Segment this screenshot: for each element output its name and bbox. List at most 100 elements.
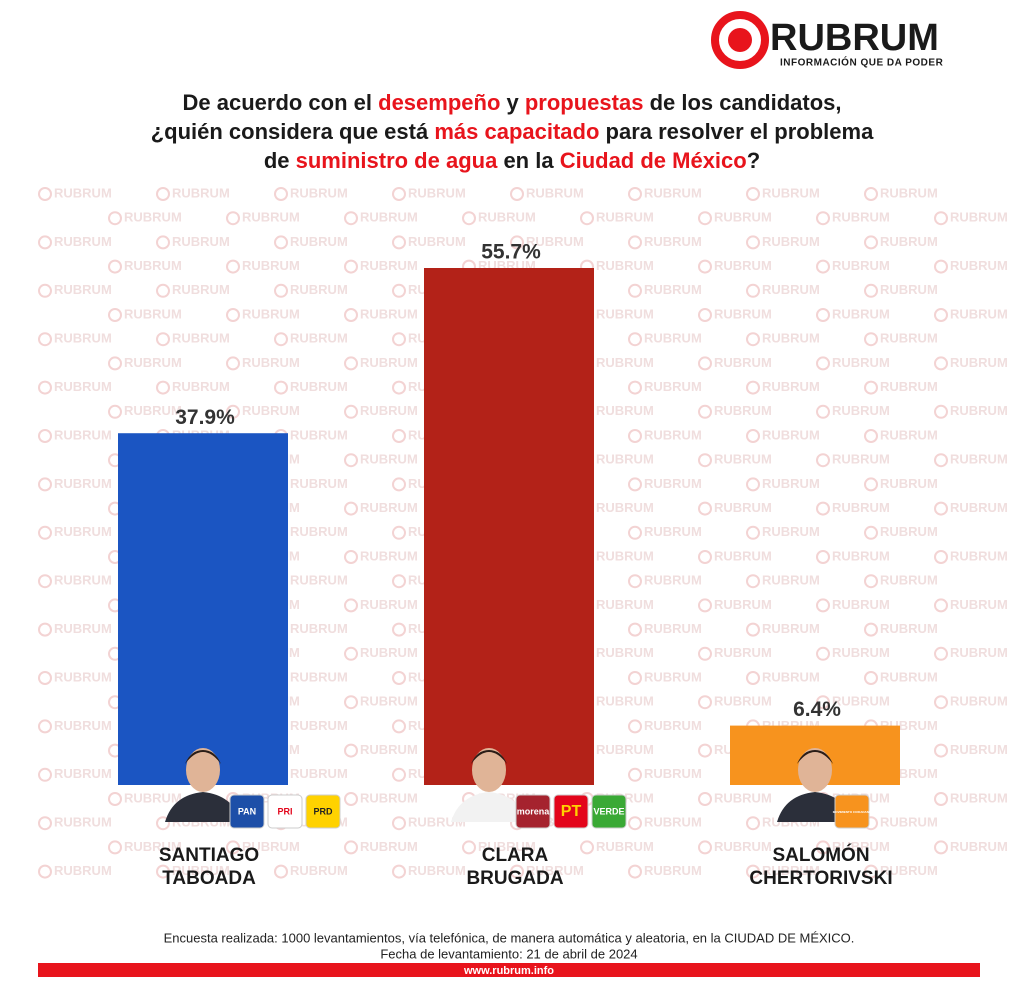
watermark-text: RUBRUM — [880, 331, 938, 346]
watermark-icon — [38, 767, 52, 782]
watermark-text: RUBRUM — [644, 379, 702, 394]
watermark-text: RUBRUM — [714, 790, 772, 805]
watermark-icon — [698, 308, 712, 322]
watermark-text: RUBRUM — [832, 403, 890, 418]
title-part: ¿quién considera que está — [151, 119, 435, 144]
party-logo — [834, 794, 870, 829]
watermark-icon — [628, 477, 642, 492]
watermark-icon — [38, 622, 52, 637]
category-label-line: BRUGADA — [466, 868, 563, 889]
plot: 37.9% PAN PRI PRD SANTIAGO TABOADA 55.7% morena… — [118, 241, 900, 889]
photo-hair — [471, 750, 507, 764]
watermark-text: RUBRUM — [950, 403, 1008, 418]
watermark-text: RUBRUM — [950, 548, 1008, 563]
watermark-text: RUBRUM — [596, 548, 654, 563]
watermark-icon — [698, 646, 712, 661]
watermark-icon — [816, 259, 830, 274]
watermark-text: RUBRUM — [644, 863, 702, 878]
watermark-icon — [156, 380, 170, 395]
watermark-icon — [344, 840, 358, 855]
footnote: Encuesta realizada: 1000 levantamientos,… — [164, 930, 855, 945]
watermark-icon — [274, 187, 288, 201]
watermark-text: RUBRUM — [360, 645, 418, 660]
watermark-icon — [392, 671, 406, 685]
logo-text: RUBRUM — [770, 17, 939, 59]
watermark-icon — [38, 525, 52, 540]
bar — [424, 268, 594, 785]
category-label: SANTIAGO TABOADA — [159, 845, 259, 889]
watermark-text: RUBRUM — [762, 524, 820, 539]
watermark-text: RUBRUM — [596, 258, 654, 273]
watermark-icon — [628, 816, 642, 831]
watermark-icon — [746, 671, 760, 685]
watermark-text: RUBRUM — [832, 306, 890, 321]
watermark-icon — [628, 525, 642, 540]
category-label-line: CLARA — [482, 845, 549, 866]
watermark-icon — [864, 332, 878, 347]
watermark-text: RUBRUM — [408, 185, 466, 200]
watermark-text: RUBRUM — [596, 210, 654, 225]
watermark-text: RUBRUM — [714, 403, 772, 418]
watermark-text: RUBRUM — [644, 621, 702, 636]
watermark-icon — [816, 646, 830, 661]
watermark-text: RUBRUM — [950, 645, 1008, 660]
watermark-text: RUBRUM — [880, 476, 938, 491]
watermark-text: RUBRUM — [714, 306, 772, 321]
watermark-icon — [392, 622, 406, 637]
watermark-icon — [746, 187, 760, 201]
watermark-text: RUBRUM — [832, 597, 890, 612]
watermark-icon — [38, 864, 52, 879]
watermark-text: RUBRUM — [950, 500, 1008, 515]
watermark-icon — [392, 574, 406, 589]
watermark-text: RUBRUM — [290, 476, 348, 491]
watermark-icon — [510, 235, 524, 250]
category-label-line: TABOADA — [162, 868, 256, 889]
watermark-text: RUBRUM — [762, 621, 820, 636]
watermark-icon — [344, 404, 358, 419]
watermark-icon — [38, 332, 52, 347]
watermark-icon — [274, 332, 288, 347]
watermark-icon — [344, 259, 358, 274]
watermark-text: RUBRUM — [290, 573, 348, 588]
photo-face — [472, 748, 506, 792]
watermark-icon — [38, 719, 52, 734]
watermark-text: RUBRUM — [596, 500, 654, 515]
watermark-text: RUBRUM — [832, 355, 890, 370]
watermark-icon — [392, 235, 406, 250]
watermark-icon — [698, 211, 712, 226]
watermark-icon — [344, 356, 358, 371]
watermark-text: RUBRUM — [54, 621, 112, 636]
watermark-text: RUBRUM — [880, 282, 938, 297]
watermark-text: RUBRUM — [290, 234, 348, 249]
watermark-icon — [344, 695, 358, 710]
photo-hair — [185, 750, 221, 764]
watermark-icon — [816, 695, 830, 710]
watermark-text: RUBRUM — [54, 234, 112, 249]
watermark-text: RUBRUM — [880, 573, 938, 588]
watermark-icon — [628, 767, 642, 782]
watermark-icon — [392, 187, 406, 201]
logo-ring — [711, 11, 769, 69]
chart-title-line: ¿quién considera que está más capacitado… — [151, 119, 874, 144]
watermark-icon — [698, 840, 712, 855]
watermark-icon — [934, 550, 948, 564]
watermark-text: RUBRUM — [762, 573, 820, 588]
watermark-icon — [816, 598, 830, 613]
watermark-icon — [864, 525, 878, 540]
watermark-icon — [38, 574, 52, 589]
watermark-icon — [344, 453, 358, 468]
watermark-text: RUBRUM — [290, 863, 348, 878]
watermark-icon — [108, 356, 122, 371]
watermark-text: RUBRUM — [950, 597, 1008, 612]
watermark-icon — [816, 211, 830, 226]
watermark-icon — [274, 864, 288, 879]
chart-title-line: de suministro de agua en la Ciudad de Mé… — [264, 148, 760, 173]
title-part: desempeño — [378, 90, 500, 115]
watermark-text: RUBRUM — [880, 234, 938, 249]
watermark-icon — [864, 429, 878, 443]
watermark-text: RUBRUM — [644, 718, 702, 733]
watermark-icon — [746, 283, 760, 298]
watermark-text: RUBRUM — [478, 210, 536, 225]
watermark-icon — [698, 598, 712, 613]
watermark-text: RUBRUM — [172, 379, 230, 394]
